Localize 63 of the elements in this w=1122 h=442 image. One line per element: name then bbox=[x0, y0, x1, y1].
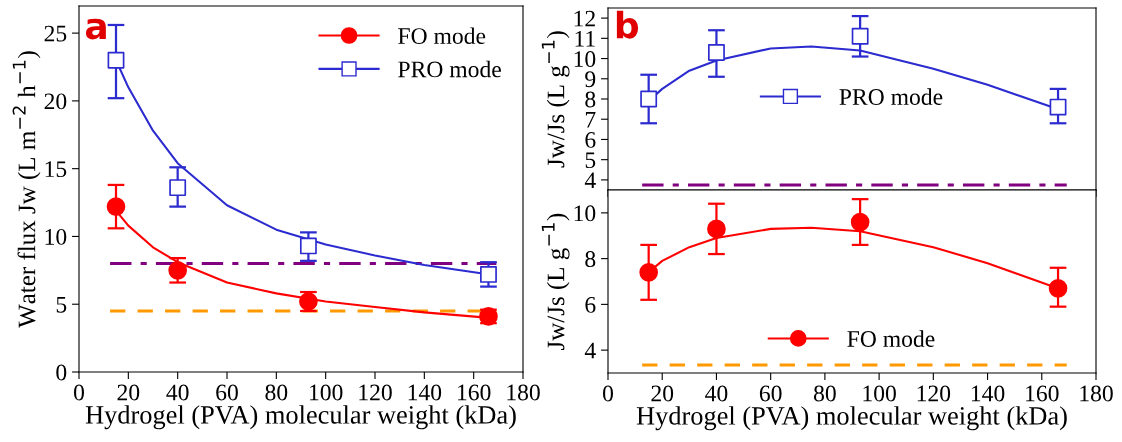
y-axis-title: Jw/Js (L g$^{−1}$) bbox=[541, 31, 570, 168]
y-tick-label: 8 bbox=[585, 251, 596, 268]
y-tick-label: 6 bbox=[585, 296, 596, 313]
point bbox=[640, 90, 658, 108]
point bbox=[169, 179, 187, 197]
x-tick-label: 20 bbox=[117, 384, 140, 401]
x-tick-label: 140 bbox=[971, 385, 1005, 402]
y-tick-label: 5 bbox=[585, 152, 596, 169]
point bbox=[106, 197, 126, 216]
point bbox=[299, 237, 317, 255]
y-tick-label: 10 bbox=[574, 51, 596, 67]
x-axis-title: Hydrogel (PVA) molecular weight (kDa) bbox=[85, 405, 516, 430]
x-tick-label: 60 bbox=[216, 384, 238, 401]
x-tick-label: 60 bbox=[759, 385, 782, 402]
point bbox=[1049, 98, 1067, 116]
y-tick-label: 0 bbox=[56, 364, 67, 381]
x-tick-label: 20 bbox=[651, 385, 674, 402]
point bbox=[1048, 279, 1068, 298]
point bbox=[707, 219, 726, 239]
point bbox=[107, 51, 125, 69]
point bbox=[851, 27, 869, 45]
y-tick-label: 20 bbox=[44, 93, 67, 110]
x-tick-label: 80 bbox=[813, 385, 836, 402]
y-tick-label: 10 bbox=[574, 205, 596, 222]
y-axis-title: Jw/Js (L g$^{−1}$) bbox=[541, 213, 570, 350]
x-tick-label: 140 bbox=[408, 384, 442, 401]
x-tick-label: 160 bbox=[1026, 385, 1059, 402]
point bbox=[639, 263, 659, 282]
y-tick-label: 8 bbox=[585, 91, 596, 108]
x-tick-label: 100 bbox=[310, 384, 343, 401]
y-tick-label: 9 bbox=[585, 71, 596, 88]
chart-title: b bbox=[616, 10, 639, 39]
point bbox=[708, 44, 725, 61]
x-tick-label: 180 bbox=[507, 384, 540, 401]
legend-label: PRO mode bbox=[839, 88, 943, 105]
y-tick-label: 12 bbox=[574, 10, 595, 27]
x-tick-label: 180 bbox=[1080, 385, 1113, 402]
x-tick-label: 120 bbox=[917, 385, 951, 402]
legend-label: PRO mode bbox=[398, 60, 501, 78]
point bbox=[480, 265, 497, 283]
y-tick-label: 4 bbox=[584, 172, 596, 189]
y-tick-label: 7 bbox=[585, 111, 596, 128]
y-axis-title: Water flux Jw (L m$^{−2}$ h$^{−1}$) bbox=[12, 51, 41, 328]
y-tick-label: 15 bbox=[45, 161, 67, 178]
y-tick-label: 11 bbox=[575, 30, 595, 47]
x-tick-label: 40 bbox=[705, 385, 728, 402]
x-tick-label: 160 bbox=[458, 384, 491, 401]
legend-label: FO mode bbox=[398, 27, 486, 45]
y-tick-label: 5 bbox=[56, 296, 67, 313]
x-tick-label: 120 bbox=[359, 384, 392, 401]
x-tick-label: 80 bbox=[265, 384, 288, 401]
y-tick-label: 4 bbox=[584, 342, 596, 359]
chart-title: a bbox=[85, 18, 106, 40]
y-tick-label: 6 bbox=[585, 132, 596, 148]
x-tick-label: 0 bbox=[74, 384, 84, 401]
x-axis-title: Hydrogel (PVA) molecular weight (kDa) bbox=[636, 406, 1067, 431]
y-tick-label: 25 bbox=[44, 25, 67, 42]
x-tick-label: 100 bbox=[863, 385, 896, 402]
x-tick-label: 0 bbox=[603, 385, 613, 402]
y-tick-label: 10 bbox=[45, 228, 67, 245]
point bbox=[850, 212, 870, 232]
x-tick-label: 40 bbox=[166, 384, 189, 401]
legend-label: FO mode bbox=[847, 330, 935, 347]
